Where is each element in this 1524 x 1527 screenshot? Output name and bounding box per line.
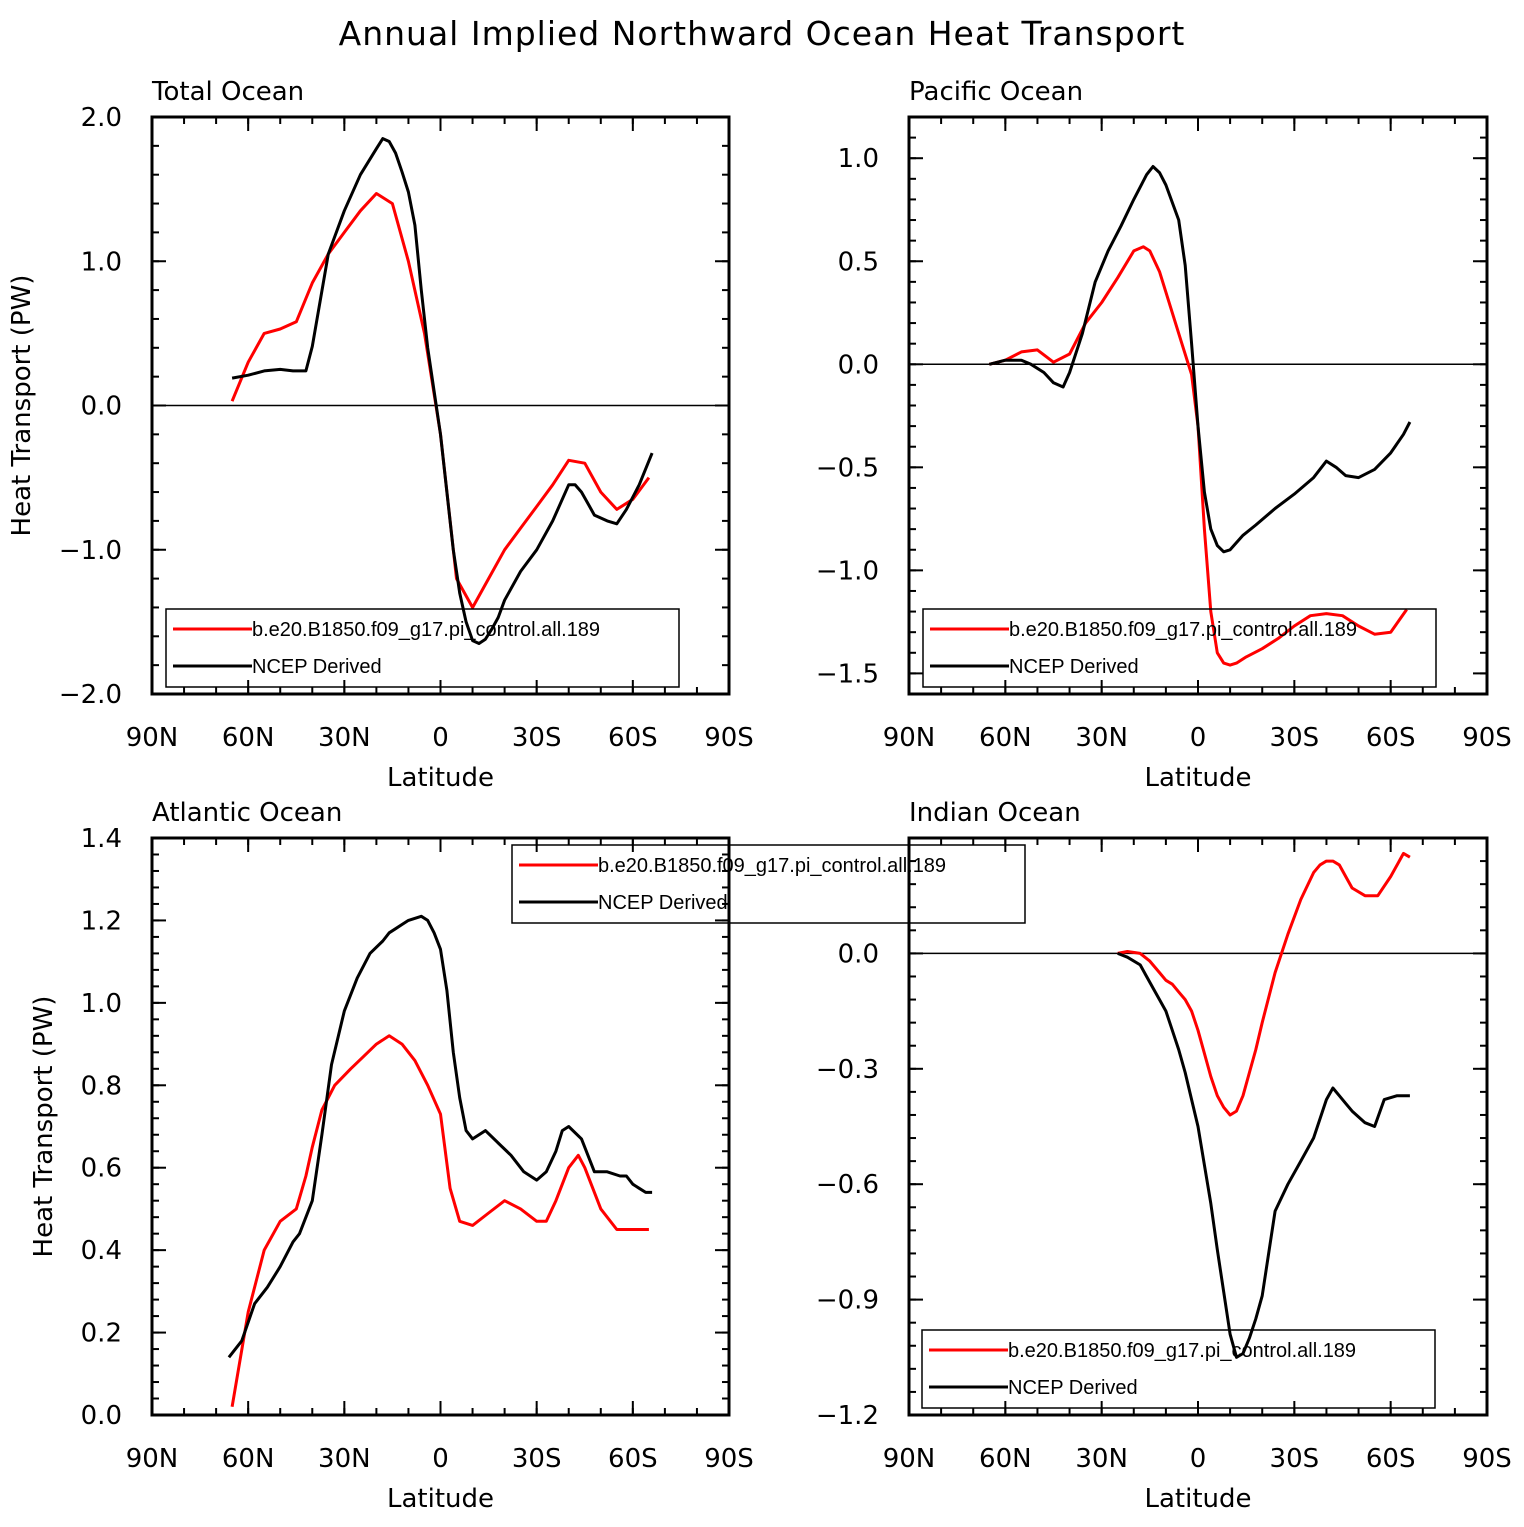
legend-label: NCEP Derived: [1009, 656, 1139, 678]
legend-box: [165, 608, 680, 688]
y-tick-label: −0.5: [816, 453, 879, 483]
x-tick-label: 30S: [1270, 1444, 1320, 1474]
y-tick-label: 1.0: [81, 989, 122, 1019]
x-tick-label: 30N: [1075, 1444, 1128, 1474]
x-tick-label: 0: [1190, 723, 1207, 753]
legend-box: [511, 844, 1026, 924]
y-tick-label: 0.2: [81, 1319, 122, 1349]
x-tick-label: 90N: [126, 1444, 179, 1474]
legend-label: NCEP Derived: [252, 656, 382, 678]
y-tick-label: −2.0: [59, 680, 122, 710]
y-tick-label: 2.0: [81, 103, 122, 133]
legend: b.e20.B1850.f09_g17.pi_control.all.189 NC…: [165, 608, 680, 688]
legend-label: b.e20.B1850.f09_g17.pi_control.all.189: [252, 619, 600, 641]
x-tick-label: 90N: [883, 1444, 936, 1474]
x-tick-label: 0: [432, 723, 449, 753]
y-tick-label: −1.2: [816, 1401, 879, 1431]
series-line-model: [230, 192, 651, 609]
y-tick-label: 1.0: [838, 144, 879, 174]
legend-box: [922, 608, 1437, 688]
x-tick-label: 60N: [979, 1444, 1032, 1474]
x-axis-label: Latitude: [387, 1484, 494, 1514]
x-axis-label: Latitude: [387, 763, 494, 793]
y-tick-label: 1.4: [81, 824, 122, 854]
x-tick-label: 60N: [222, 723, 275, 753]
x-tick-label: 60N: [979, 723, 1032, 753]
y-tick-label: −0.6: [816, 1170, 879, 1200]
x-tick-label: 30N: [318, 1444, 371, 1474]
legend: b.e20.B1850.f09_g17.pi_control.all.189 NC…: [921, 1329, 1436, 1409]
x-axis-label: Latitude: [1144, 763, 1251, 793]
x-tick-label: 60N: [222, 1444, 275, 1474]
panel-title: Indian Ocean: [909, 798, 1081, 828]
x-tick-label: 30S: [512, 1444, 562, 1474]
panel-title: Pacific Ocean: [909, 77, 1083, 107]
panel-total-ocean: Total Ocean 90N 60N 30N 0 30S 60S 90S −2.0 −1.0 0.…: [7, 77, 754, 793]
panel-title: Atlantic Ocean: [152, 798, 342, 828]
x-tick-label: 60S: [1366, 723, 1416, 753]
panel-indian-ocean: Indian Ocean 90N 60N 30N 0 30S 60S 90S −1.2 −0.9 −…: [816, 798, 1512, 1514]
y-tick-label: 0.0: [81, 1401, 122, 1431]
series-line-model: [230, 1034, 649, 1408]
x-tick-label: 60S: [608, 1444, 658, 1474]
y-tick-label: −1.0: [59, 536, 122, 566]
panel-pacific-ocean: Pacific Ocean 90N 60N 30N 0 30S 60S 90S −1.5 −1.0…: [816, 77, 1512, 793]
legend: b.e20.B1850.f09_g17.pi_control.all.189 NC…: [511, 844, 1026, 924]
y-tick-label: 0.4: [81, 1236, 122, 1266]
y-tick-label: 1.0: [81, 247, 122, 277]
y-tick-label: 1.2: [81, 906, 122, 936]
figure-title: Annual Implied Northward Ocean Heat Tran…: [339, 14, 1186, 53]
plot-frame: [150, 115, 731, 696]
x-axis-label: Latitude: [1144, 1484, 1251, 1514]
y-tick-label: 0.0: [838, 350, 879, 380]
x-tick-label: 90S: [704, 723, 754, 753]
series-line-ncep: [1117, 952, 1410, 1359]
x-tick-label: 30N: [1075, 723, 1128, 753]
y-axis-label: Heat Transport (PW): [29, 996, 59, 1258]
x-tick-label: 60S: [1366, 1444, 1416, 1474]
x-tick-label: 90N: [883, 723, 936, 753]
legend-box: [921, 1329, 1436, 1409]
plot-frame: [907, 115, 1489, 696]
x-tick-label: 90S: [1462, 723, 1512, 753]
plot-frame: [907, 836, 1489, 1417]
y-tick-label: 0.0: [81, 392, 122, 422]
y-tick-label: 0.8: [81, 1071, 122, 1101]
y-tick-label: 0.6: [81, 1154, 122, 1184]
series-line-ncep: [231, 137, 654, 645]
x-tick-label: 30N: [318, 723, 371, 753]
legend-label: b.e20.B1850.f09_g17.pi_control.all.189: [1009, 619, 1357, 641]
series-line-ncep: [988, 165, 1412, 554]
y-tick-label: −1.5: [816, 659, 879, 689]
panel-atlantic-ocean: Atlantic Ocean 90N 60N 30N 0 30S 60S 90S 0.0 0.2 0…: [29, 798, 1026, 1514]
legend-label: b.e20.B1850.f09_g17.pi_control.all.189: [1008, 1340, 1356, 1362]
y-tick-label: 0.5: [838, 247, 879, 277]
legend: b.e20.B1850.f09_g17.pi_control.all.189 NC…: [922, 608, 1437, 688]
x-tick-label: 90S: [704, 1444, 754, 1474]
series-line-ncep: [227, 914, 653, 1359]
series-line-model: [1117, 851, 1411, 1117]
series-line-model: [988, 245, 1408, 667]
x-tick-label: 90N: [126, 723, 179, 753]
legend-label: NCEP Derived: [598, 892, 728, 914]
y-tick-label: −0.3: [816, 1055, 879, 1085]
y-tick-label: −0.9: [816, 1286, 879, 1316]
legend-label: b.e20.B1850.f09_g17.pi_control.all.189: [598, 855, 946, 877]
x-tick-label: 30S: [512, 723, 562, 753]
x-tick-label: 90S: [1462, 1444, 1512, 1474]
panel-title: Total Ocean: [151, 77, 304, 107]
plot-frame: [150, 836, 731, 1417]
x-tick-label: 0: [1190, 1444, 1207, 1474]
y-tick-label: 0.0: [838, 939, 879, 969]
x-tick-label: 0: [432, 1444, 449, 1474]
legend-label: NCEP Derived: [1008, 1377, 1138, 1399]
y-axis-label: Heat Transport (PW): [7, 275, 37, 537]
x-tick-label: 60S: [608, 723, 658, 753]
x-tick-label: 30S: [1270, 723, 1320, 753]
y-tick-label: −1.0: [816, 556, 879, 586]
